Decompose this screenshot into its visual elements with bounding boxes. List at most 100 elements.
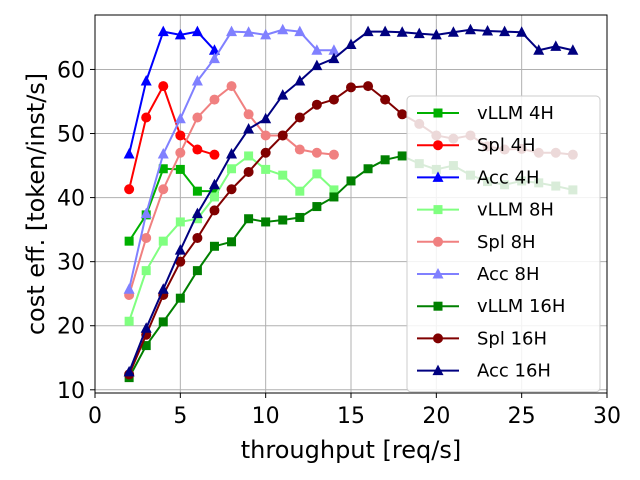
data-point-acc-16h (191, 207, 203, 219)
data-point-vllm-8h (158, 236, 168, 246)
data-point-vllm-8h (227, 164, 237, 174)
data-point-acc-16h (464, 23, 476, 35)
data-point-acc-16h (328, 52, 340, 64)
series-acc-16h (123, 23, 579, 377)
data-point-acc-16h (260, 112, 272, 124)
data-point-acc-8h (294, 25, 306, 37)
legend-marker-vllm-16h (433, 301, 443, 311)
data-point-spl-4h (141, 112, 152, 123)
data-point-spl-16h (209, 205, 220, 216)
data-point-spl-16h (363, 81, 374, 92)
data-point-vllm-4h (158, 164, 168, 174)
y-tick-label: 30 (57, 251, 85, 276)
data-point-vllm-16h (346, 176, 356, 186)
data-point-spl-8h (260, 130, 271, 141)
data-point-acc-16h (311, 59, 323, 71)
series-acc-8h (123, 23, 340, 294)
data-point-acc-8h (226, 25, 238, 37)
data-point-acc-16h (430, 28, 442, 40)
x-tick-label: 30 (593, 404, 621, 429)
data-point-acc-16h (413, 27, 425, 39)
data-point-acc-4h (208, 44, 220, 55)
x-tick-label: 10 (252, 404, 280, 429)
data-point-acc-16h (482, 25, 494, 36)
data-point-vllm-16h (329, 192, 339, 202)
data-point-vllm-4h (175, 164, 185, 174)
data-point-acc-16h (174, 244, 186, 255)
y-tick-label: 60 (57, 58, 85, 83)
data-point-acc-16h (362, 25, 374, 37)
data-point-spl-8h (209, 94, 220, 105)
legend-marker-acc-8h (432, 268, 444, 279)
data-point-acc-16h (550, 40, 562, 51)
data-point-acc-4h (174, 28, 186, 40)
legend-label-spl-16h: Spl 16H (477, 328, 547, 349)
data-point-spl-16h (260, 147, 271, 158)
data-point-acc-16h (226, 148, 238, 159)
data-point-acc-16h (345, 38, 357, 49)
legend-box (406, 95, 601, 393)
data-point-acc-4h (157, 25, 169, 37)
data-point-spl-4h (209, 149, 220, 160)
data-point-acc-16h (123, 365, 135, 377)
data-point-acc-8h (174, 112, 186, 124)
legend-label-spl-4h: Spl 4H (477, 135, 536, 156)
data-point-acc-16h (533, 44, 545, 55)
data-point-acc-16h (499, 25, 511, 37)
data-point-vllm-8h (141, 266, 151, 276)
legend-marker-acc-4h (432, 171, 444, 182)
data-point-acc-8h (140, 207, 152, 219)
data-point-vllm-8h (209, 192, 219, 202)
data-point-spl-16h (294, 112, 305, 123)
data-point-spl-16h (192, 232, 203, 243)
data-point-spl-16h (226, 184, 237, 195)
legend-label-acc-4h: Acc 4H (477, 167, 540, 188)
data-point-acc-16h (208, 178, 220, 190)
data-point-vllm-16h (209, 241, 219, 251)
data-point-acc-16h (396, 26, 408, 37)
data-point-acc-8h (260, 28, 272, 40)
data-point-acc-8h (311, 44, 323, 55)
data-point-spl-16h (397, 109, 408, 120)
data-point-vllm-4h (192, 186, 202, 196)
data-point-spl-16h (346, 82, 356, 93)
data-point-vllm-8h (124, 316, 134, 326)
data-point-vllm-4h (209, 186, 219, 196)
data-point-acc-16h (294, 74, 306, 86)
data-point-spl-16h (328, 94, 339, 105)
data-point-spl-8h (158, 184, 169, 195)
data-point-acc-8h (243, 26, 255, 37)
data-point-vllm-16h (295, 212, 305, 222)
data-point-acc-8h (191, 74, 203, 86)
data-point-spl-4h (175, 130, 186, 141)
x-tick-label: 20 (422, 404, 450, 429)
legend-marker-vllm-4h (433, 108, 443, 118)
data-point-vllm-16h (192, 266, 202, 276)
data-point-vllm-16h (397, 151, 407, 161)
data-point-vllm-16h (312, 202, 322, 212)
data-point-spl-8h (328, 149, 339, 160)
x-axis: 0 5 10 15 20 25 30 (88, 393, 621, 429)
y-tick-label: 50 (57, 123, 85, 148)
data-point-spl-16h (243, 166, 254, 177)
data-point-vllm-16h (244, 214, 254, 224)
data-point-acc-16h (447, 26, 459, 37)
data-point-spl-8h (294, 144, 305, 155)
data-point-acc-16h (567, 44, 579, 55)
data-point-vllm-16h (363, 164, 373, 174)
x-tick-label: 0 (88, 404, 102, 429)
y-tick-label: 40 (57, 187, 85, 212)
x-tick-label: 5 (173, 404, 187, 429)
legend-marker-acc-16h (432, 364, 444, 376)
data-point-vllm-16h (278, 215, 288, 225)
data-point-spl-8h (192, 112, 203, 123)
legend-label-acc-16h: Acc 16H (477, 361, 551, 382)
series-vllm-4h (124, 164, 219, 246)
legend-label-spl-8h: Spl 8H (477, 232, 536, 253)
legend-label-acc-8h: Acc 8H (477, 264, 540, 285)
x-tick-label: 15 (337, 404, 365, 429)
data-point-acc-4h (140, 74, 152, 86)
data-point-spl-8h (311, 147, 322, 158)
legend: vLLM 4H Spl 4H Acc 4H vLLM 8H Spl 8H Acc 8H vL… (406, 95, 601, 393)
